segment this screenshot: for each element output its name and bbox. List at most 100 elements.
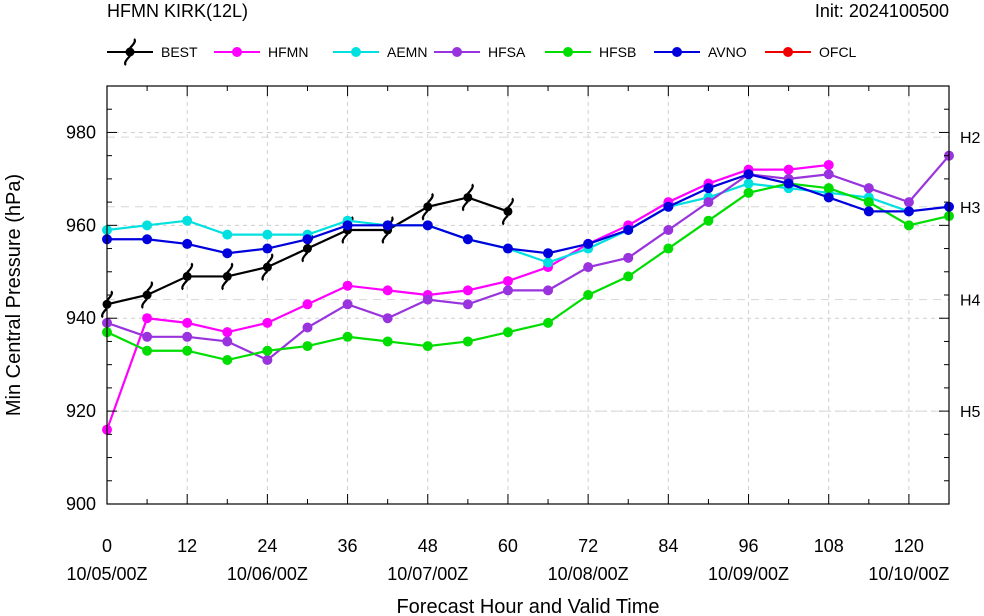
point-avno [663, 201, 674, 212]
legend-label-avno: AVNO [708, 44, 747, 60]
point-hfsa [342, 299, 353, 310]
x-tick-label: 96 [739, 536, 759, 556]
legend-marker-ofcl [783, 47, 793, 57]
y-tick-label: 960 [66, 215, 96, 235]
x-date-label: 10/06/00Z [227, 564, 308, 584]
point-hfmn [182, 317, 193, 328]
point-hfsa [382, 313, 393, 324]
x-tick-label: 72 [578, 536, 598, 556]
legend-item-hfsb: HFSB [545, 44, 636, 60]
point-hfmn [502, 276, 513, 287]
intensity-reference-lines: H2 H3 H4 H5 [107, 130, 981, 421]
point-avno [302, 234, 313, 245]
point-aemn [222, 229, 233, 240]
point-avno [502, 243, 513, 254]
point-avno [142, 234, 153, 245]
x-tick-label: 12 [177, 536, 197, 556]
y-tick-label: 900 [66, 494, 96, 514]
point-hfmn [462, 285, 473, 296]
point-hfsb [222, 355, 233, 366]
x-tick-label: 60 [498, 536, 518, 556]
legend-marker-avno [672, 47, 682, 57]
ref-label-h5: H5 [960, 404, 981, 421]
point-aemn [182, 215, 193, 226]
point-best [501, 197, 514, 226]
point-avno [422, 220, 433, 231]
point-hfsb [382, 336, 393, 347]
point-avno [262, 243, 273, 254]
point-avno [743, 169, 754, 180]
grid-lines [106, 86, 949, 505]
point-hfsb [663, 243, 674, 254]
point-avno [903, 206, 914, 217]
plot-frame [106, 85, 950, 505]
legend: BEST HFMN AEMN HFSA HFSB AVNO OFCL [107, 38, 857, 66]
legend-marker-hfsa [452, 47, 462, 57]
x-tick-label: 36 [338, 536, 358, 556]
point-hfsa [142, 331, 153, 342]
legend-item-avno: AVNO [654, 44, 747, 60]
point-avno [703, 183, 714, 194]
point-hfsb [543, 317, 554, 328]
point-hfmn [262, 317, 273, 328]
x-date-label: 10/08/00Z [548, 564, 629, 584]
point-hfsa [623, 252, 634, 263]
legend-item-hfmn: HFMN [214, 44, 308, 60]
x-tick-label: 0 [102, 536, 112, 556]
point-aemn [743, 178, 754, 189]
x-tick-label: 48 [418, 536, 438, 556]
point-hfsb [703, 215, 714, 226]
point-avno [583, 238, 594, 249]
point-hfmn [823, 159, 834, 170]
point-avno [462, 234, 473, 245]
point-avno [623, 224, 634, 235]
point-hfsa [502, 285, 513, 296]
point-hfsb [182, 345, 193, 356]
point-hfsb [142, 345, 153, 356]
x-tick-label: 84 [658, 536, 678, 556]
point-hfsa [663, 224, 674, 235]
point-hfsa [583, 262, 594, 273]
point-avno [783, 178, 794, 189]
point-hfsa [462, 299, 473, 310]
legend-item-hfsa: HFSA [434, 44, 526, 60]
point-hfsb [422, 341, 433, 352]
legend-marker-best [124, 38, 136, 66]
ref-label-h2: H2 [960, 130, 981, 147]
point-hfsb [623, 271, 634, 282]
point-avno [342, 220, 353, 231]
y-tick-label: 920 [66, 401, 96, 421]
axis-ticks: 0 12 24 36 48 60 72 84 96 108 120 10/05/00Z 10/06/00… [66, 85, 950, 584]
legend-label-best: BEST [161, 44, 198, 60]
y-axis-label: Min Central Pressure (hPa) [3, 174, 25, 416]
point-hfmn [783, 164, 794, 175]
point-aemn [262, 229, 273, 240]
series-line-hfsa [106, 154, 950, 362]
point-best [261, 253, 274, 282]
point-hfmn [222, 327, 233, 338]
point-hfmn [142, 313, 153, 324]
x-tick-label: 120 [894, 536, 924, 556]
point-hfsb [863, 197, 874, 208]
point-avno [222, 248, 233, 259]
point-hfsb [823, 183, 834, 194]
legend-label-hfmn: HFMN [268, 44, 308, 60]
point-best [421, 192, 434, 221]
point-hfmn [302, 299, 313, 310]
x-tick-label: 24 [257, 536, 277, 556]
point-best [141, 281, 154, 309]
point-best [181, 262, 194, 291]
legend-label-hfsa: HFSA [488, 44, 526, 60]
point-avno [863, 206, 874, 217]
point-best [221, 262, 234, 291]
point-avno [823, 192, 834, 203]
point-hfsa [262, 355, 273, 366]
y-tick-label: 980 [66, 122, 96, 142]
series-line-hfsb [106, 182, 950, 362]
point-hfsb [743, 187, 754, 198]
point-aemn [142, 220, 153, 231]
series-avno [102, 169, 954, 259]
legend-label-ofcl: OFCL [819, 44, 857, 60]
plot-series [101, 150, 954, 435]
